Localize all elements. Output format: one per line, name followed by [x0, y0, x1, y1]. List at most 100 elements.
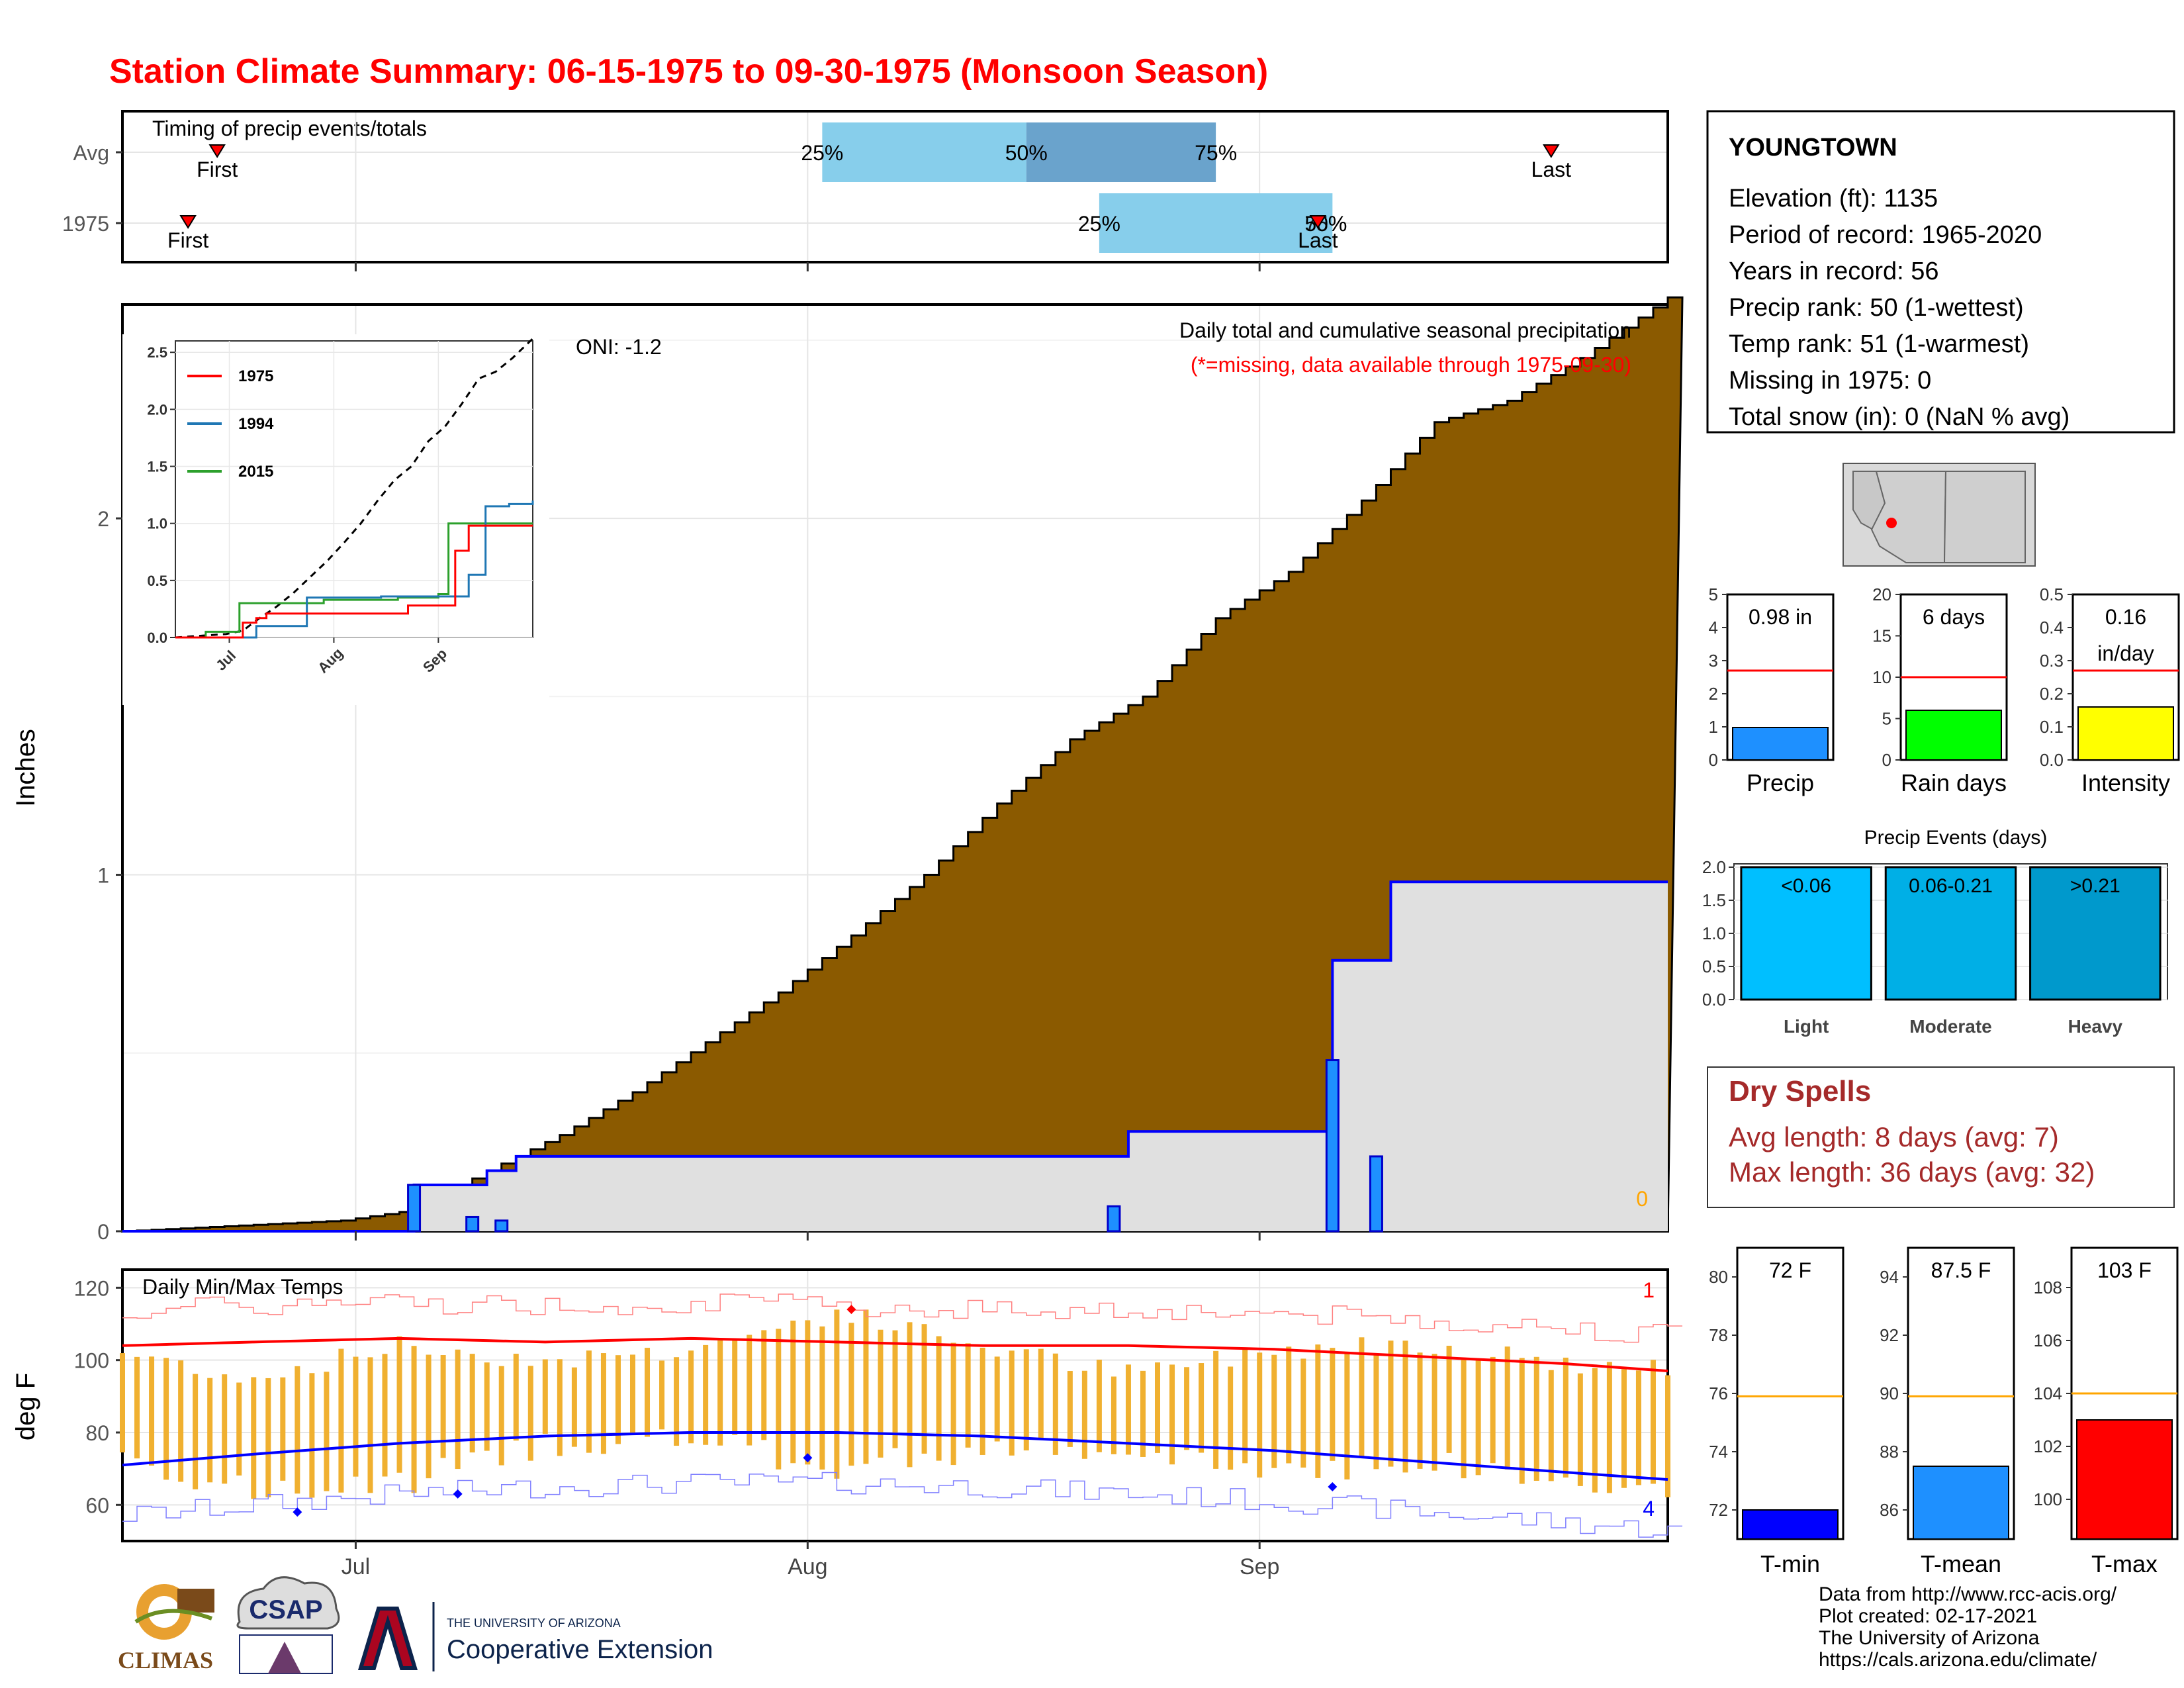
- daily-temp-bar: [805, 1320, 811, 1465]
- daily-temp-bar: [353, 1356, 359, 1477]
- temp-bar-tick-label: 92: [1880, 1325, 1899, 1345]
- daily-precip-bar: [465, 1215, 480, 1233]
- record-low-marker: [293, 1507, 302, 1517]
- temp-bar-tick-label: 106: [2034, 1331, 2062, 1350]
- last-event-label: Last: [1531, 158, 1572, 181]
- record-low-marker: [453, 1489, 463, 1499]
- inset-legend-label: 2015: [238, 463, 273, 481]
- temp-bar-value: [1913, 1466, 2009, 1540]
- first-event-label: First: [167, 228, 208, 252]
- daily-temp-bar: [1490, 1356, 1496, 1464]
- month-tick-label-aug: Aug: [788, 1554, 828, 1579]
- inset-ytick-label: 1.0: [147, 516, 167, 532]
- daily-temp-bar: [1432, 1354, 1437, 1471]
- mini-bar-tick-label: 0: [1882, 750, 1891, 770]
- temp-bar-chart-t-min: 72 74 76 78 80 72 F T-min: [1709, 1246, 1844, 1577]
- daily-temp-bar: [1475, 1359, 1481, 1476]
- precip-ylabel: Inches: [11, 729, 40, 807]
- timing-box: [1099, 193, 1333, 253]
- daily-temp-bar: [1111, 1376, 1116, 1454]
- daily-temp-bar: [688, 1350, 694, 1444]
- mini-bar-tick-label: 5: [1882, 709, 1891, 729]
- daily-temp-bar: [1140, 1370, 1146, 1457]
- daily-precip-bar: [1325, 1059, 1340, 1233]
- daily-temp-bar: [892, 1330, 898, 1448]
- daily-temp-bar: [149, 1356, 155, 1466]
- events-title: Precip Events (days): [1864, 827, 2048, 849]
- daily-temp-bar: [265, 1378, 271, 1497]
- temp-bar-tick-label: 76: [1709, 1383, 1728, 1403]
- daily-temp-bar: [1563, 1357, 1569, 1478]
- inset-frame: [175, 340, 533, 638]
- csap-logo: CSAP: [236, 1576, 340, 1674]
- station-location-dot: [1886, 518, 1897, 528]
- daily-temp-bar: [367, 1357, 373, 1493]
- mini-bar-label: Rain days: [1901, 769, 2007, 796]
- timing-box-upper: [1026, 122, 1216, 182]
- daily-temp-bar: [440, 1355, 446, 1458]
- temp-ytick-label: 80: [85, 1421, 109, 1445]
- daily-temp-bar: [1635, 1370, 1641, 1485]
- csap-wordmark: CSAP: [249, 1595, 322, 1624]
- daily-temp-bar: [1533, 1356, 1539, 1481]
- daily-temp-bar: [498, 1366, 504, 1466]
- daily-temp-bar: [1315, 1344, 1321, 1478]
- temp-bar-label: T-max: [2091, 1550, 2158, 1577]
- inset-legend-label: 1975: [238, 367, 273, 385]
- mini-bar-tick-label: 2: [1709, 684, 1718, 704]
- precip-header: Daily total and cumulative seasonal prec…: [1179, 318, 1631, 342]
- station-box: YOUNGTOWN Elevation (ft): 1135 Period of …: [1706, 110, 2175, 434]
- daily-temp-bar: [163, 1358, 169, 1480]
- daily-temp-bar: [586, 1350, 592, 1453]
- daily-temp-bar: [1592, 1368, 1598, 1493]
- daily-temp-bar: [965, 1343, 971, 1448]
- events-bar-light: [1740, 866, 1872, 1001]
- station-info-line: Missing in 1975: 0: [1729, 367, 1931, 395]
- daily-temp-bar: [1388, 1340, 1394, 1467]
- inset-series-line-2: [175, 524, 533, 639]
- temp-bar-frame: [1736, 1246, 1844, 1540]
- temp-bar-label: T-min: [1760, 1550, 1820, 1577]
- temp-panel: 60 80 100 120 Daily Min/Max Temps deg F 1 4: [11, 1268, 1683, 1542]
- mini-bar-tick-label: 4: [1709, 618, 1718, 637]
- temp-bar-tick-label: 80: [1709, 1267, 1728, 1287]
- events-bar-range-label: <0.06: [1781, 875, 1831, 897]
- daily-temp-bar: [280, 1377, 286, 1481]
- temp-ylabel: deg F: [11, 1373, 40, 1440]
- daily-temp-bar: [600, 1353, 606, 1454]
- timing-panel: Timing of precip events/totals Avg 25% 50%…: [62, 110, 1669, 263]
- daily-temp-bar: [878, 1329, 884, 1458]
- record-low-marker: [1328, 1482, 1338, 1491]
- dry-spells-box: Dry Spells Avg length: 8 days (avg: 7) M…: [1707, 1066, 2175, 1208]
- page-title: Station Climate Summary: 06-15-1975 to 0…: [109, 52, 1268, 91]
- daily-temp-bar: [1096, 1360, 1102, 1452]
- daily-temp-bar: [674, 1357, 680, 1446]
- record-low-line: [122, 1472, 1683, 1538]
- temp-bar-tick-label: 94: [1880, 1267, 1899, 1287]
- daily-temp-bar: [1286, 1346, 1292, 1464]
- daily-temp-bar: [1052, 1353, 1058, 1455]
- temp-bar-value-label: 72 F: [1769, 1258, 1811, 1282]
- inset-series-line-1: [175, 500, 534, 639]
- temp-ytick-label: 60: [85, 1493, 109, 1517]
- mini-bar-value: [1905, 710, 2002, 761]
- daily-temp-bar: [979, 1347, 985, 1455]
- month-tick-label-sep: Sep: [1240, 1554, 1280, 1579]
- daily-temp-bar: [907, 1322, 913, 1468]
- daily-temp-bar: [717, 1338, 723, 1446]
- timing-p75-label: 75%: [1195, 141, 1237, 165]
- daily-temp-bar: [936, 1336, 942, 1461]
- station-info-line: Precip rank: 50 (1-wettest): [1729, 294, 2024, 322]
- daily-temp-bar: [790, 1321, 796, 1464]
- footer-line: Data from http://www.rcc-acis.org/: [1819, 1583, 2117, 1605]
- inset-ytick-label: 1.5: [147, 459, 167, 475]
- daily-temp-bar: [1504, 1346, 1510, 1470]
- temp-bar-value: [1742, 1509, 1839, 1540]
- daily-temp-bar: [1621, 1369, 1627, 1488]
- daily-temp-bar: [571, 1367, 577, 1447]
- temp-bar-tick-label: 100: [2034, 1489, 2062, 1509]
- timing-box-lower: [822, 122, 1026, 182]
- daily-temp-bar: [236, 1382, 242, 1476]
- daily-temp-bar: [1213, 1350, 1219, 1469]
- daily-temp-bar: [1359, 1337, 1365, 1458]
